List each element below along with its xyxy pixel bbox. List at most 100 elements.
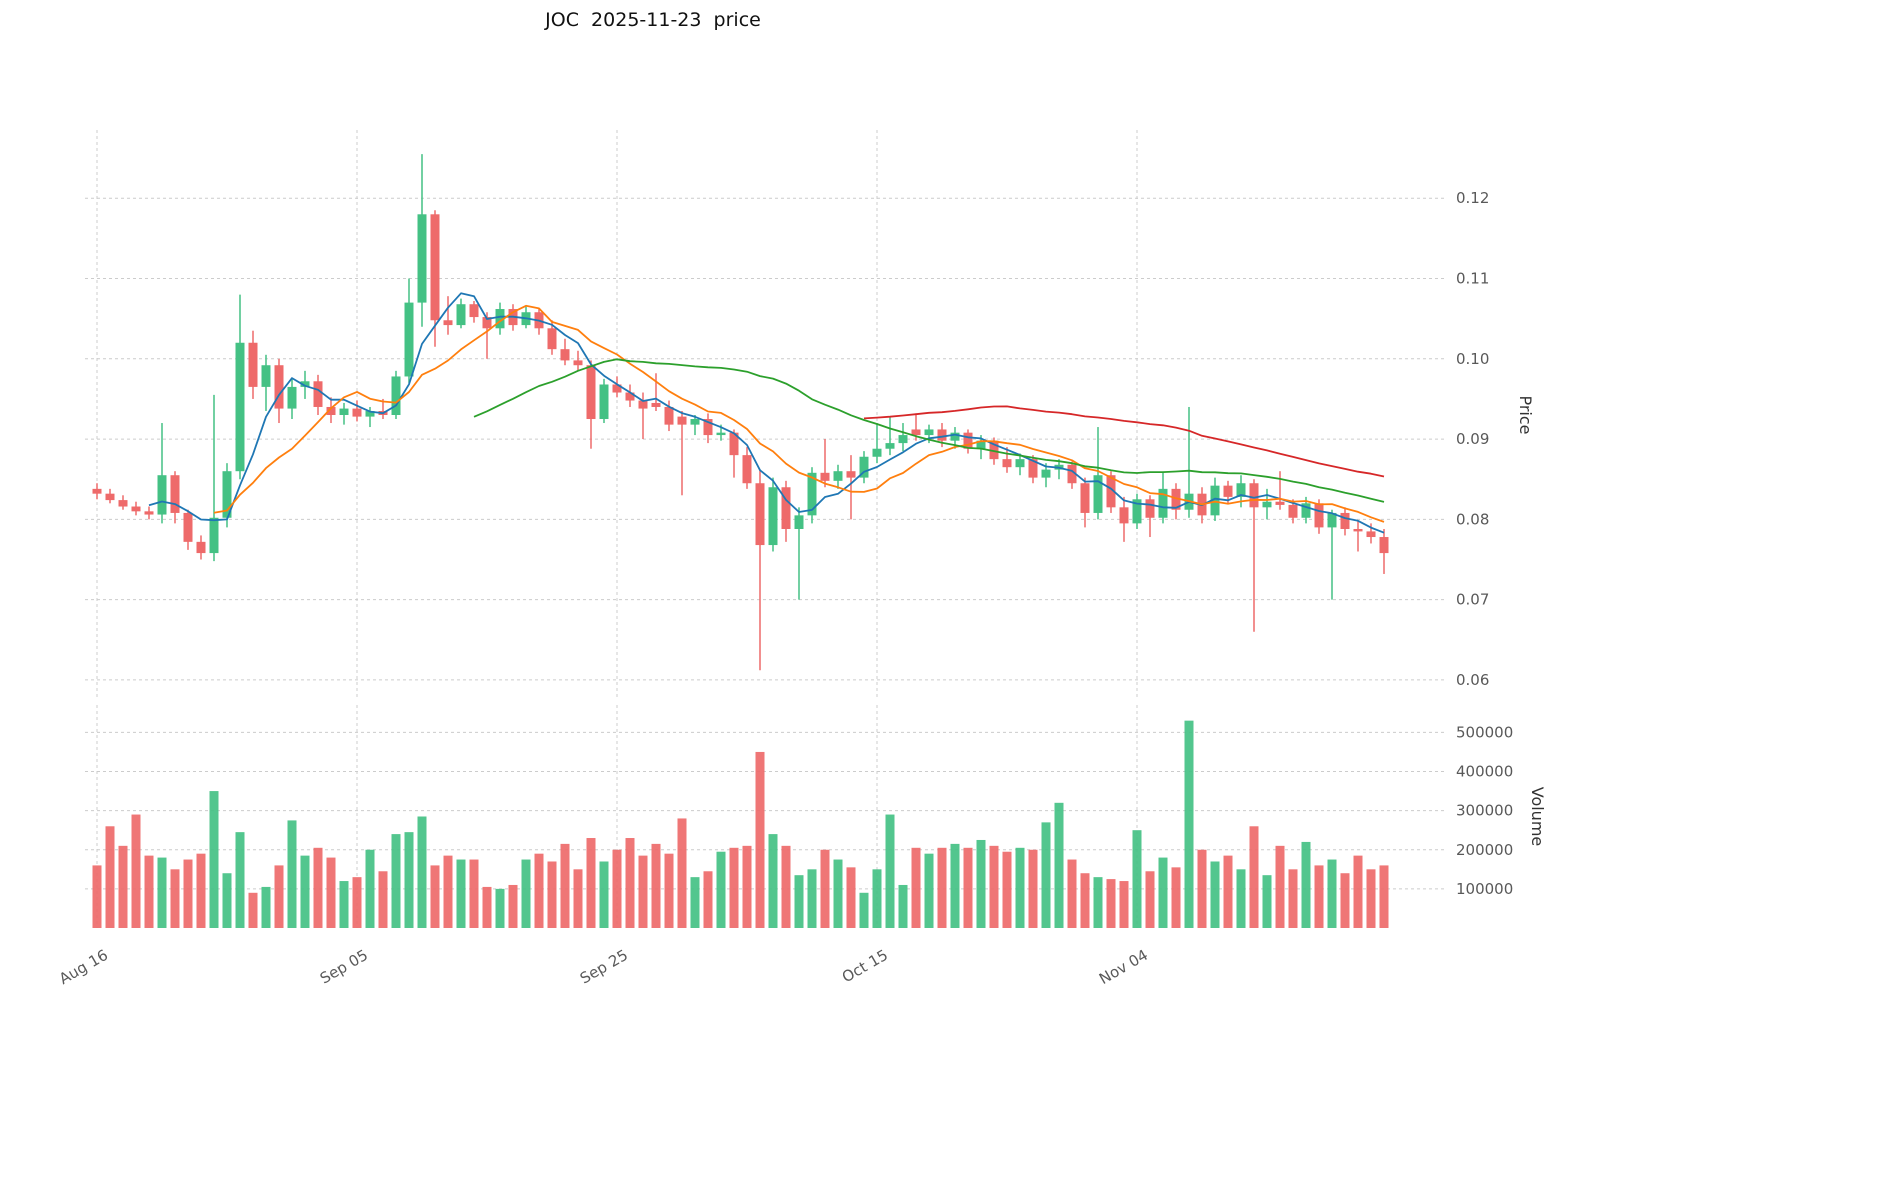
volume-bar bbox=[963, 847, 973, 928]
volume-bar bbox=[885, 814, 895, 928]
volume-bar bbox=[1379, 865, 1389, 928]
candle-body bbox=[807, 472, 817, 516]
volume-bar bbox=[573, 869, 583, 928]
candle-body bbox=[222, 471, 232, 518]
x-tick-label: Sep 25 bbox=[577, 946, 631, 988]
volume-bar bbox=[690, 877, 700, 928]
volume-bar bbox=[1067, 859, 1077, 928]
volume-bar bbox=[1340, 873, 1350, 928]
volume-bar bbox=[313, 847, 323, 928]
candle-body bbox=[1314, 503, 1324, 528]
volume-bar bbox=[1132, 830, 1142, 928]
volume-axis-title: Volume bbox=[1528, 787, 1547, 847]
volume-bar bbox=[859, 892, 869, 928]
volume-tick-label: 100000 bbox=[1456, 880, 1513, 898]
volume-bar bbox=[1262, 875, 1272, 928]
volume-bar bbox=[1314, 865, 1324, 928]
candle-body bbox=[391, 376, 401, 415]
candle-body bbox=[586, 365, 596, 420]
candle-body bbox=[209, 517, 219, 554]
candle-body bbox=[859, 456, 869, 478]
candle-body bbox=[1158, 488, 1168, 518]
volume-bar bbox=[482, 886, 492, 928]
volume-bar bbox=[794, 875, 804, 928]
volume-bar bbox=[443, 855, 453, 928]
volume-bar bbox=[560, 843, 570, 928]
price-tick-label: 0.09 bbox=[1456, 430, 1489, 448]
candle-body bbox=[274, 365, 284, 409]
candle-body bbox=[781, 487, 791, 529]
volume-bar bbox=[131, 814, 141, 928]
candle-body bbox=[898, 435, 908, 444]
candle-body bbox=[1119, 507, 1129, 524]
volume-tick-label: 400000 bbox=[1456, 763, 1513, 781]
ma-line-ma10 bbox=[213, 304, 1385, 523]
volume-bar bbox=[677, 818, 687, 928]
ma-line-ma30 bbox=[473, 358, 1385, 503]
ma-line-ma60 bbox=[863, 405, 1385, 478]
candle-body bbox=[1236, 483, 1246, 497]
candle-body bbox=[846, 471, 856, 478]
candle-body bbox=[196, 541, 206, 554]
volume-bar bbox=[235, 832, 245, 928]
volume-bar bbox=[495, 888, 505, 928]
volume-bar bbox=[274, 865, 284, 928]
volume-bar bbox=[365, 849, 375, 928]
ma-line-ma5 bbox=[148, 292, 1385, 534]
volume-bar bbox=[1145, 871, 1155, 928]
volume-bar bbox=[1041, 822, 1051, 928]
candle-body bbox=[664, 406, 674, 425]
volume-bar bbox=[456, 859, 466, 928]
candle-body bbox=[1106, 475, 1116, 508]
candle-body bbox=[625, 392, 635, 401]
candle-body bbox=[352, 408, 362, 417]
volume-bar bbox=[924, 853, 934, 928]
candlestick-layer bbox=[92, 154, 1389, 671]
volume-bar bbox=[742, 845, 752, 928]
candle-body bbox=[1379, 537, 1389, 554]
grid-lines bbox=[85, 130, 1445, 928]
volume-bar bbox=[378, 871, 388, 928]
price-tick-label: 0.08 bbox=[1456, 510, 1489, 528]
candle-body bbox=[92, 488, 102, 494]
volume-bar bbox=[352, 877, 362, 928]
candle-body bbox=[1171, 488, 1181, 510]
volume-bar bbox=[170, 869, 180, 928]
candle-body bbox=[612, 384, 622, 393]
candle-body bbox=[716, 432, 726, 436]
candle-body bbox=[742, 455, 752, 484]
volume-bar bbox=[430, 865, 440, 928]
volume-tick-label: 300000 bbox=[1456, 802, 1513, 820]
candle-body bbox=[1145, 499, 1155, 518]
volume-bar bbox=[183, 859, 193, 928]
price-tick-label: 0.11 bbox=[1456, 270, 1489, 288]
candle-body bbox=[300, 381, 310, 387]
candle-body bbox=[820, 472, 830, 481]
candle-body bbox=[131, 506, 141, 512]
candle-body bbox=[105, 493, 115, 501]
candle-body bbox=[703, 419, 713, 436]
candle-body bbox=[157, 475, 167, 515]
candle-body bbox=[326, 406, 336, 415]
candle-body bbox=[1275, 501, 1285, 505]
volume-bar bbox=[1288, 869, 1298, 928]
candle-body bbox=[1015, 459, 1025, 468]
price-axis-tick-labels: 0.06 0.07 0.08 0.09 0.10 0.11 0.12 bbox=[1456, 189, 1489, 689]
candle-body bbox=[365, 410, 375, 417]
volume-bar bbox=[92, 865, 102, 928]
candle-body bbox=[950, 432, 960, 441]
candle-body bbox=[170, 475, 180, 513]
volume-tick-label: 200000 bbox=[1456, 841, 1513, 859]
volume-tick-label: 500000 bbox=[1456, 723, 1513, 741]
price-tick-label: 0.07 bbox=[1456, 591, 1489, 609]
volume-bar bbox=[222, 873, 232, 928]
candle-body bbox=[651, 402, 661, 407]
volume-bar bbox=[976, 839, 986, 928]
volume-bar bbox=[703, 871, 713, 928]
candle-body bbox=[1366, 531, 1376, 538]
volume-bar bbox=[768, 834, 778, 928]
candle-body bbox=[1080, 483, 1090, 513]
candle-body bbox=[989, 440, 999, 460]
candle-body bbox=[1041, 469, 1051, 478]
